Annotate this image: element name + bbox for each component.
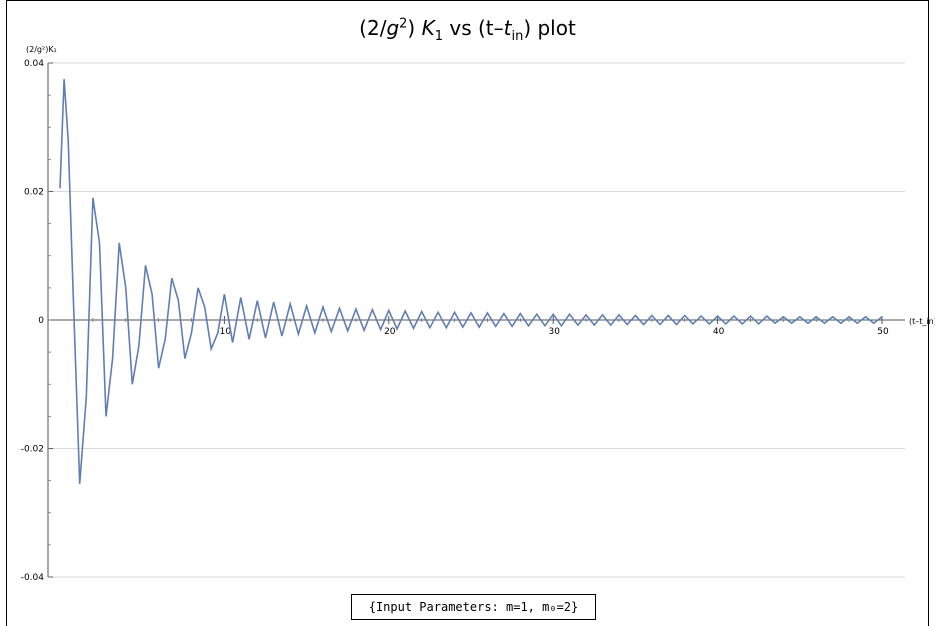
x-tick-label: 40 xyxy=(713,327,725,337)
chart-title: (2/g2) K1 vs (t–tin) plot xyxy=(359,16,576,44)
plot-frame xyxy=(6,0,929,626)
y-tick-label: 0.04 xyxy=(24,59,44,69)
y-tick-label: -0.02 xyxy=(21,445,44,455)
x-tick-label: 50 xyxy=(877,327,889,337)
y-tick-label: 0 xyxy=(38,316,44,326)
y-axis-label: (2/g²)K₁ xyxy=(26,45,57,54)
x-tick-label: 30 xyxy=(548,327,560,337)
x-tick-label: 10 xyxy=(220,327,232,337)
ticks xyxy=(48,62,883,578)
x-tick-label: 20 xyxy=(384,327,396,337)
x-axis-label: (t–t_in) xyxy=(909,317,935,326)
series-line xyxy=(59,79,883,484)
y-tick-label: -0.04 xyxy=(21,573,45,583)
axes xyxy=(47,63,905,577)
gridlines xyxy=(48,62,905,578)
input-parameters-box: {Input Parameters: m=1, m₀=2} xyxy=(351,594,596,620)
tick-labels: -0.04 -0.02 0 0.02 0.04 10 20 30 40 50 xyxy=(21,59,889,583)
y-tick-label: 0.02 xyxy=(24,188,44,198)
